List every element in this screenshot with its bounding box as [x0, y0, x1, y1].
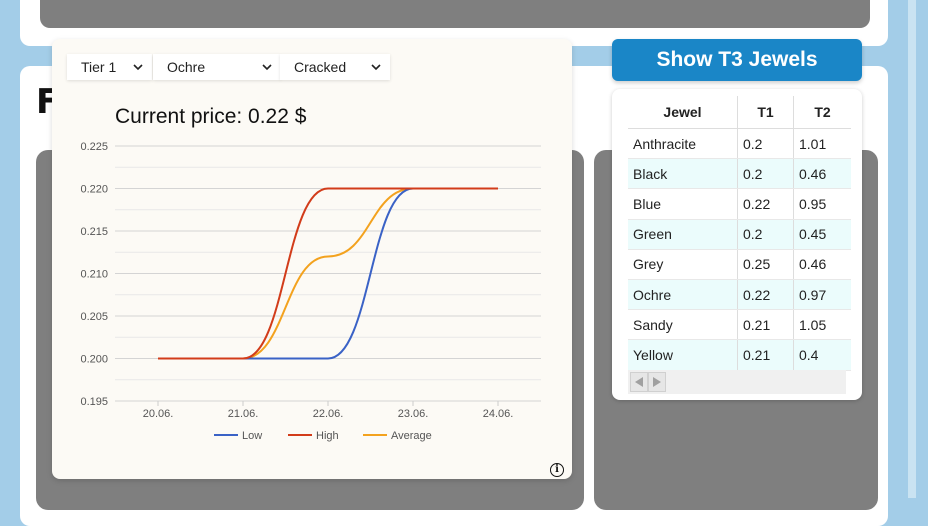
show-t3-jewels-button[interactable]: Show T3 Jewels [612, 39, 862, 81]
t2-price-cell: 0.97 [793, 279, 851, 311]
t1-price-cell: 0.2 [737, 128, 794, 160]
y-tick-label: 0.205 [80, 311, 108, 323]
t1-price-cell: 0.22 [737, 279, 794, 311]
table-row: Sandy 0.21 1.05 [628, 309, 851, 341]
jewel-name-cell: Ochre [628, 279, 738, 311]
jewel-price-table: Jewel T1 T2 Anthracite 0.2 1.01 Black 0.… [628, 96, 851, 371]
t2-price-cell: 0.46 [793, 158, 851, 190]
chevron-down-icon [371, 64, 381, 71]
table-row: Grey 0.25 0.46 [628, 249, 851, 280]
y-tick-label: 0.225 [80, 141, 108, 153]
y-tick-label: 0.215 [80, 226, 108, 238]
info-icon[interactable]: i [550, 463, 564, 477]
arrow-left-icon [635, 377, 643, 387]
tier-select-value: Tier 1 [81, 59, 117, 75]
t2-price-cell: 0.95 [793, 188, 851, 220]
top-gray-panel [40, 0, 870, 28]
condition-select-value: Cracked [294, 59, 347, 75]
y-tick-label: 0.210 [80, 269, 108, 281]
table-row: Blue 0.22 0.95 [628, 188, 851, 220]
x-tick-label: 20.06. [143, 408, 174, 420]
scroll-right-button[interactable] [648, 372, 666, 392]
jewel-name-cell: Black [628, 158, 738, 190]
series-line-high [157, 187, 498, 360]
t2-price-cell: 1.01 [793, 128, 851, 160]
t1-price-cell: 0.21 [737, 339, 794, 371]
color-select[interactable]: Ochre [153, 54, 281, 80]
table-row: Yellow 0.21 0.4 [628, 339, 851, 371]
y-tick-label: 0.200 [80, 354, 108, 366]
x-tick-label: 21.06. [228, 408, 259, 420]
t2-price-cell: 0.4 [793, 339, 851, 371]
price-chart-popup: Tier 1 Ochre Cracked Current price: 0.22… [52, 39, 572, 479]
horizontal-scrollbar[interactable] [628, 370, 846, 394]
column-header-t2[interactable]: T2 [793, 96, 851, 129]
tier-select[interactable]: Tier 1 [67, 54, 152, 80]
y-tick-label: 0.220 [80, 184, 108, 196]
table-row: Ochre 0.22 0.97 [628, 279, 851, 311]
t1-price-cell: 0.22 [737, 188, 794, 220]
column-header-jewel[interactable]: Jewel [628, 96, 738, 129]
t1-price-cell: 0.25 [737, 249, 794, 280]
t1-price-cell: 0.2 [737, 158, 794, 190]
jewel-price-table-card: Jewel T1 T2 Anthracite 0.2 1.01 Black 0.… [612, 89, 862, 400]
condition-select[interactable]: Cracked [280, 54, 390, 80]
price-line-chart: 0.195 0.200 0.205 0.210 0.215 0.220 0.225 20.06… [80, 141, 541, 442]
color-select-value: Ochre [167, 59, 206, 75]
y-tick-label: 0.195 [80, 396, 108, 408]
jewel-name-cell: Grey [628, 249, 738, 280]
chevron-down-icon [262, 64, 272, 71]
legend-label-high: High [316, 430, 339, 442]
table-row: Green 0.2 0.45 [628, 219, 851, 250]
t1-price-cell: 0.21 [737, 309, 794, 341]
legend-label-average: Average [391, 430, 432, 442]
x-tick-label: 24.06. [483, 408, 514, 420]
jewel-name-cell: Green [628, 219, 738, 250]
arrow-right-icon [653, 377, 661, 387]
current-price-title: Current price: 0.22 $ [115, 105, 307, 128]
column-header-t1[interactable]: T1 [737, 96, 794, 129]
t1-price-cell: 0.2 [737, 219, 794, 250]
t2-price-cell: 1.05 [793, 309, 851, 341]
jewel-name-cell: Anthracite [628, 128, 738, 160]
t2-price-cell: 0.45 [793, 219, 851, 250]
x-tick-label: 22.06. [313, 408, 344, 420]
table-row: Black 0.2 0.46 [628, 158, 851, 190]
jewel-name-cell: Blue [628, 188, 738, 220]
t2-price-cell: 0.46 [793, 249, 851, 280]
chevron-down-icon [133, 64, 143, 71]
top-card [20, 0, 888, 46]
scroll-left-button[interactable] [630, 372, 648, 392]
legend-label-low: Low [242, 430, 262, 442]
table-row: Anthracite 0.2 1.01 [628, 128, 851, 160]
x-tick-label: 23.06. [398, 408, 429, 420]
right-edge-strip [908, 0, 928, 498]
jewel-name-cell: Yellow [628, 339, 738, 371]
jewel-name-cell: Sandy [628, 309, 738, 341]
